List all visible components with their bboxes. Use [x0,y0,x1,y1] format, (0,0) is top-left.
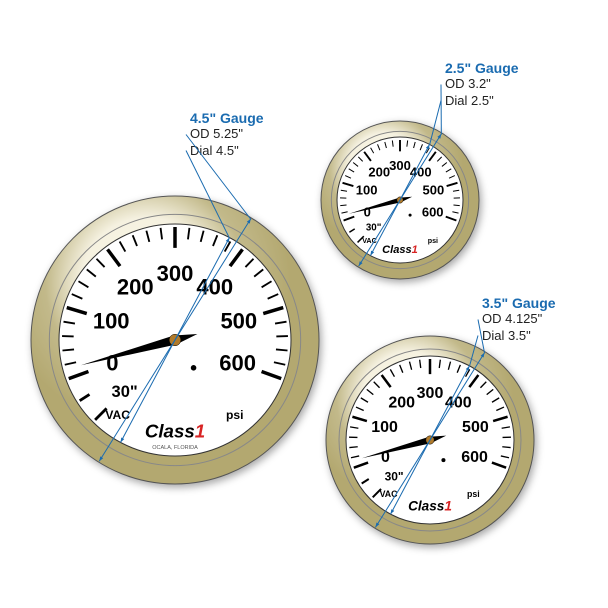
svg-text:300: 300 [417,385,444,402]
gauge-title: 2.5" Gauge [445,60,519,76]
svg-text:300: 300 [389,158,411,173]
svg-text:500: 500 [462,419,489,436]
svg-text:0: 0 [364,204,371,219]
svg-text:500: 500 [422,183,444,198]
gauge-dial: Dial 2.5" [445,93,519,110]
svg-text:200: 200 [368,165,390,180]
svg-text:100: 100 [356,183,378,198]
svg-text:300: 300 [157,261,194,286]
gauge-od: OD 5.25" [190,126,264,143]
gauge-2_5-labels: 2.5" Gauge OD 3.2" Dial 2.5" [445,60,519,110]
svg-text:200: 200 [388,395,415,412]
svg-text:Class1: Class1 [145,420,205,441]
svg-text:psi: psi [428,237,438,245]
gauge-dial: Dial 4.5" [190,143,264,160]
svg-text:VAC: VAC [380,489,399,499]
svg-text:30": 30" [366,222,381,233]
svg-text:400: 400 [196,274,233,299]
gauge-4_5: 010020030040050060030"VACpsiClass1OCALA,… [30,195,320,485]
svg-text:600: 600 [461,449,488,466]
svg-text:30": 30" [112,383,138,401]
gauge-title: 3.5" Gauge [482,295,556,311]
gauge-3_5-labels: 3.5" Gauge OD 4.125" Dial 3.5" [482,295,556,345]
svg-text:200: 200 [117,274,154,299]
gauge-dial: Dial 3.5" [482,328,556,345]
gauge-title: 4.5" Gauge [190,110,264,126]
svg-text:600: 600 [219,350,256,375]
svg-text:500: 500 [220,309,257,334]
svg-text:Class1: Class1 [382,244,418,256]
svg-text:psi: psi [226,408,243,422]
svg-text:600: 600 [422,204,444,219]
gauge-2_5: 010020030040050060030"VACpsiClass1 [320,120,480,280]
svg-text:30": 30" [385,470,404,484]
svg-text:psi: psi [467,489,480,499]
gauge-3_5: 010020030040050060030"VACpsiClass1 [325,335,535,545]
gauge-od: OD 3.2" [445,76,519,93]
svg-text:Class1: Class1 [408,499,452,514]
svg-text:OCALA, FLORIDA: OCALA, FLORIDA [152,445,198,451]
svg-text:100: 100 [93,309,130,334]
svg-text:100: 100 [371,419,398,436]
gauge-4_5-labels: 4.5" Gauge OD 5.25" Dial 4.5" [190,110,264,160]
gauge-od: OD 4.125" [482,311,556,328]
svg-text:VAC: VAC [105,408,130,422]
